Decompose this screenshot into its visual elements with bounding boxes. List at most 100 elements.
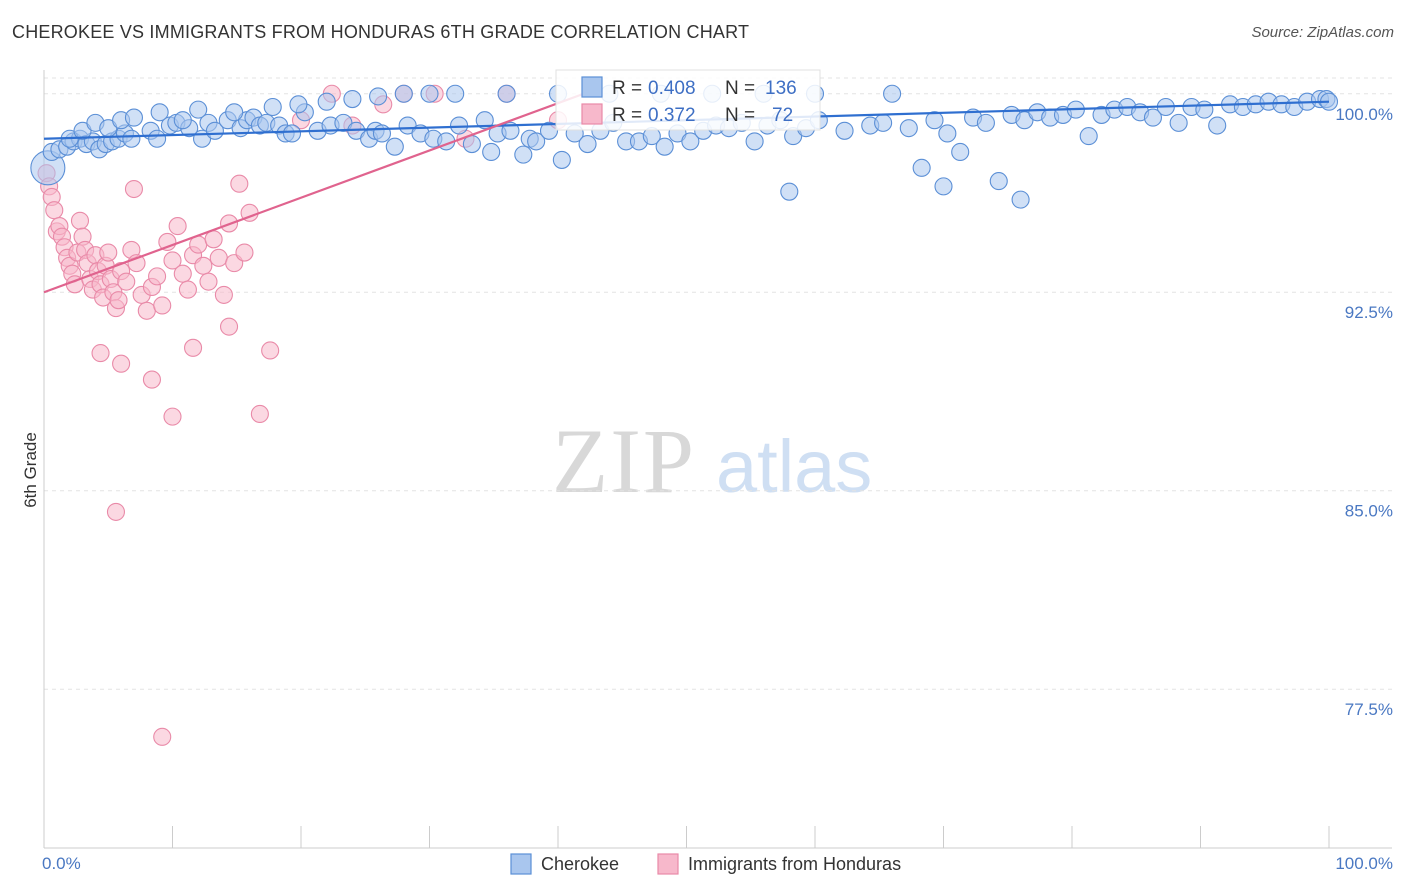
honduras-point [209, 248, 228, 267]
cherokee-point [1143, 108, 1163, 127]
cherokee-point [989, 172, 1008, 191]
cherokee-point [398, 116, 417, 135]
cherokee-point [263, 97, 282, 117]
honduras-point [109, 291, 128, 310]
cherokee-point [394, 84, 413, 103]
honduras-point [214, 285, 233, 304]
x-tick-label-max: 100.0% [1335, 854, 1393, 873]
cherokee-point [1011, 190, 1030, 209]
tick-labels: 77.5% 85.0% 92.5% 100.0% 0.0% 100.0% [42, 105, 1393, 873]
honduras-point [45, 201, 64, 220]
honduras-point [163, 407, 182, 426]
stats-n-label-honduras: N = [725, 105, 755, 126]
cherokee-point [874, 113, 893, 132]
honduras-point [99, 243, 118, 262]
honduras-point [204, 230, 223, 249]
cherokee-point [420, 84, 439, 103]
honduras-point [124, 179, 143, 199]
cherokee-point [899, 119, 918, 138]
cherokee-point [475, 111, 494, 130]
cherokee-point [780, 182, 799, 201]
cherokee-point [124, 108, 143, 127]
stats-r-value-cherokee: 0.408 [648, 78, 696, 99]
cherokee-point [883, 84, 902, 103]
cherokee-point [951, 142, 970, 162]
stats-r-label-cherokee: R = [612, 78, 642, 99]
cherokee-point [912, 158, 931, 177]
watermark-zip: ZIP [552, 410, 696, 512]
honduras-point [163, 251, 182, 270]
cherokee-point [372, 124, 392, 143]
cherokee-point [1015, 111, 1034, 130]
honduras-point [106, 502, 126, 521]
honduras-point [199, 272, 218, 291]
cherokee-point [205, 121, 224, 140]
cherokee-point [446, 84, 465, 103]
cherokee-point [527, 132, 546, 151]
y-tick-label: 92.5% [1345, 303, 1393, 322]
stats-r-label-honduras: R = [612, 105, 642, 126]
honduras-point [70, 211, 90, 230]
cherokee-point [289, 95, 308, 114]
cherokee-point [1195, 100, 1214, 119]
cherokee-point [514, 145, 533, 164]
honduras-point [91, 344, 110, 363]
watermark: ZIP atlas [552, 410, 872, 512]
cherokee-point [681, 132, 700, 151]
x-tick-label-min: 0.0% [42, 854, 81, 873]
honduras-point [178, 280, 197, 299]
honduras-point [184, 338, 203, 357]
honduras-point [173, 264, 192, 283]
cherokee-point [497, 84, 516, 103]
cherokee-point [938, 124, 957, 143]
y-tick-label: 85.0% [1345, 502, 1393, 521]
cherokee-point [148, 129, 167, 148]
y-tick-label: 100.0% [1335, 105, 1393, 124]
cherokee-point [385, 137, 404, 156]
legend-swatch-honduras [657, 853, 679, 875]
trend-line-honduras [43, 92, 585, 294]
cherokee-point [334, 113, 353, 132]
stats-box: R = 0.408 N = 136 R = 0.372 N = 72 [555, 69, 821, 131]
cherokee-point [934, 177, 953, 196]
cherokee-point [150, 103, 169, 122]
cherokee-point [925, 111, 944, 130]
legend: Cherokee Immigrants from Honduras [510, 853, 901, 875]
honduras-point [261, 341, 280, 360]
honduras-point [148, 267, 167, 286]
stats-n-value-honduras: 72 [772, 105, 793, 126]
honduras-point [137, 301, 156, 320]
cherokee-point [745, 132, 764, 151]
cherokee-point [282, 124, 302, 143]
cherokee-point [189, 100, 208, 119]
cherokee-point [835, 121, 854, 140]
cherokee-point [369, 87, 388, 106]
legend-label-honduras: Immigrants from Honduras [688, 854, 901, 874]
stats-n-value-cherokee: 136 [765, 78, 797, 99]
honduras-point [235, 243, 254, 262]
stats-n-label-cherokee: N = [725, 78, 755, 99]
cherokee-point [501, 121, 520, 140]
honduras-point [230, 174, 249, 193]
stats-swatch-honduras [581, 103, 603, 125]
cherokee-point [578, 134, 597, 154]
cherokee-point [343, 90, 362, 109]
cherokee-point [1169, 113, 1188, 132]
cherokee-point [552, 150, 571, 169]
cherokee-point [976, 113, 995, 132]
cherokee-point [655, 137, 674, 156]
cherokee-point [317, 92, 336, 111]
honduras-point [168, 217, 187, 236]
legend-label-cherokee: Cherokee [541, 854, 619, 874]
chart-title: CHEROKEE VS IMMIGRANTS FROM HONDURAS 6TH… [12, 22, 750, 42]
y-axis-label: 6th Grade [21, 432, 40, 508]
cherokee-point [1079, 127, 1098, 146]
honduras-point [153, 296, 172, 315]
honduras-point [250, 404, 269, 424]
stats-r-value-honduras: 0.372 [648, 105, 696, 126]
watermark-atlas: atlas [716, 425, 872, 508]
honduras-point [117, 272, 136, 291]
grid [44, 77, 1392, 690]
honduras-point [194, 256, 213, 275]
